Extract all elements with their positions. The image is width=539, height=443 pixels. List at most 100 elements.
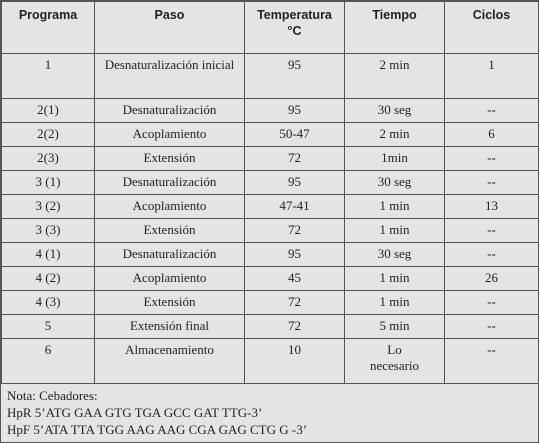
cell-text: 95 bbox=[288, 246, 301, 261]
table-cell: 2(1) bbox=[1, 98, 95, 123]
table-cell: 4 (1) bbox=[1, 242, 95, 267]
table-cell: Acoplamiento bbox=[94, 194, 245, 219]
cell-text: 1 min bbox=[379, 222, 410, 237]
cell-text: -- bbox=[487, 342, 496, 357]
cell-text: 10 bbox=[288, 342, 301, 357]
table-row: 1 Desnaturalización inicial 95 2 min 1 bbox=[1, 53, 539, 99]
cell-text: 95 bbox=[288, 102, 301, 117]
table-cell: 72 bbox=[244, 290, 345, 315]
cell-text: Almacenamiento bbox=[125, 342, 214, 357]
table-cell: 3 (2) bbox=[1, 194, 95, 219]
cell-text: 50-47 bbox=[279, 126, 310, 141]
table-row: 6 Almacenamiento 10 Lo necesario -- bbox=[1, 338, 539, 384]
table-cell: 6 bbox=[444, 122, 539, 147]
table-cell: -- bbox=[444, 338, 539, 384]
table-cell: 5 min bbox=[344, 314, 445, 339]
table-row: 2(1) Desnaturalización 95 30 seg -- bbox=[1, 98, 539, 123]
cell-text: 1min bbox=[381, 150, 408, 165]
table-cell: Almacenamiento bbox=[94, 338, 245, 384]
cell-text: 72 bbox=[288, 294, 301, 309]
cell-text: 5 bbox=[44, 318, 52, 333]
table-cell: -- bbox=[444, 146, 539, 171]
table-cell: 30 seg bbox=[344, 98, 445, 123]
cell-text: 30 seg bbox=[377, 102, 412, 117]
table-cell: 4 (3) bbox=[1, 290, 95, 315]
table-cell: Acoplamiento bbox=[94, 122, 245, 147]
table-cell: 95 bbox=[244, 170, 345, 195]
header-text: Tiempo bbox=[372, 8, 417, 22]
cell-text: Desnaturalización bbox=[122, 102, 217, 117]
table-cell: 1 bbox=[444, 53, 539, 99]
table-cell: 1min bbox=[344, 146, 445, 171]
table-cell: 72 bbox=[244, 314, 345, 339]
cell-text: 3 (3) bbox=[35, 222, 61, 237]
cell-text: 6 bbox=[44, 342, 52, 357]
table-cell: Lo necesario bbox=[344, 338, 445, 384]
column-header: Ciclos bbox=[444, 1, 539, 54]
table-cell: Extensión bbox=[94, 218, 245, 243]
table-cell: 1 bbox=[1, 53, 95, 99]
table-cell: Desnaturalización bbox=[94, 98, 245, 123]
table-cell: 47-41 bbox=[244, 194, 345, 219]
table-cell: 1 min bbox=[344, 290, 445, 315]
note-line: HpR 5’ATG GAA GTG TGA GCC GAT TTG-3’ bbox=[7, 405, 263, 420]
column-header: Temperatura °C bbox=[244, 1, 345, 54]
table-cell: Extensión bbox=[94, 290, 245, 315]
table-cell: 13 bbox=[444, 194, 539, 219]
cell-text: -- bbox=[487, 318, 496, 333]
table-row: 3 (3) Extensión 72 1 min -- bbox=[1, 218, 539, 243]
cell-text: 2 min bbox=[379, 126, 410, 141]
cell-text: 1 min bbox=[379, 294, 410, 309]
cell-text: 2(2) bbox=[37, 126, 59, 141]
cell-text: 30 seg bbox=[377, 174, 412, 189]
cell-text: 26 bbox=[485, 270, 498, 285]
column-header: Tiempo bbox=[344, 1, 445, 54]
cell-text: 72 bbox=[288, 318, 301, 333]
table-cell: 45 bbox=[244, 266, 345, 291]
table-cell: 3 (1) bbox=[1, 170, 95, 195]
table-row: 4 (2) Acoplamiento 45 1 min 26 bbox=[1, 266, 539, 291]
cell-text: 4 (1) bbox=[35, 246, 61, 261]
table-cell: -- bbox=[444, 170, 539, 195]
cell-text: 2(3) bbox=[37, 150, 59, 165]
cell-text: 3 (1) bbox=[35, 174, 61, 189]
header-text: Temperatura °C bbox=[257, 8, 332, 38]
table-row: 5 Extensión final 72 5 min -- bbox=[1, 314, 539, 339]
cell-text: 95 bbox=[288, 174, 301, 189]
table-row: 2(2) Acoplamiento 50-47 2 min 6 bbox=[1, 122, 539, 147]
table-cell: Desnaturalización bbox=[94, 170, 245, 195]
table-cell: 4 (2) bbox=[1, 266, 95, 291]
cell-text: -- bbox=[487, 174, 496, 189]
column-header: Programa bbox=[1, 1, 95, 54]
table-row: 4 (1) Desnaturalización 95 30 seg -- bbox=[1, 242, 539, 267]
table-cell: 2(3) bbox=[1, 146, 95, 171]
cell-text: -- bbox=[487, 246, 496, 261]
cell-text: 2(1) bbox=[37, 102, 59, 117]
cell-text: 2 min bbox=[379, 57, 410, 72]
cell-text: 1 bbox=[488, 57, 495, 72]
table-cell: 26 bbox=[444, 266, 539, 291]
table-cell: 72 bbox=[244, 218, 345, 243]
table-cell: Extensión final bbox=[94, 314, 245, 339]
cell-text: Desnaturalización inicial bbox=[104, 57, 235, 72]
table-cell: 95 bbox=[244, 98, 345, 123]
table-cell: 10 bbox=[244, 338, 345, 384]
cell-text: Acoplamiento bbox=[132, 198, 207, 213]
table-cell: 72 bbox=[244, 146, 345, 171]
table-cell: 95 bbox=[244, 242, 345, 267]
cell-text: 1 bbox=[44, 57, 52, 72]
table-cell: -- bbox=[444, 314, 539, 339]
cell-text: -- bbox=[487, 294, 496, 309]
cell-text: Acoplamiento bbox=[132, 126, 207, 141]
cell-text: 47-41 bbox=[279, 198, 310, 213]
cell-text: 3 (2) bbox=[35, 198, 61, 213]
table-row: 3 (2) Acoplamiento 47-41 1 min 13 bbox=[1, 194, 539, 219]
table-cell: 1 min bbox=[344, 194, 445, 219]
cell-text: Desnaturalización bbox=[122, 174, 217, 189]
table-cell: Desnaturalización bbox=[94, 242, 245, 267]
cell-text: 95 bbox=[288, 57, 301, 72]
cell-text: 1 min bbox=[379, 198, 410, 213]
cell-text: 6 bbox=[488, 126, 495, 141]
pcr-table: Programa Paso Temperatura °C Tiempo Ciclos 1… bbox=[1, 1, 539, 384]
